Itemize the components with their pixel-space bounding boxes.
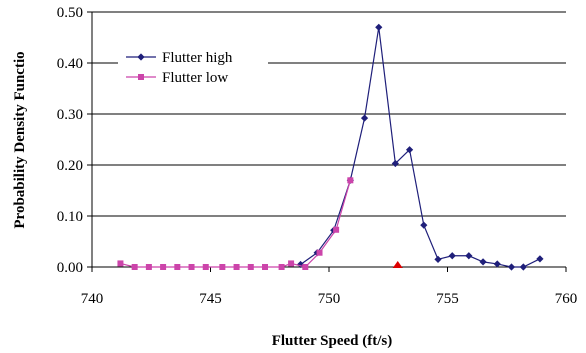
- legend-label: Flutter high: [162, 50, 233, 66]
- y-tick-label: 0.00: [57, 260, 83, 276]
- x-tick-label: 740: [81, 291, 104, 307]
- legend-background: [118, 42, 268, 90]
- data-point-square: [288, 260, 295, 267]
- data-point-square: [145, 264, 152, 270]
- x-tick-label: 760: [555, 291, 578, 307]
- y-tick-label: 0.40: [57, 56, 83, 72]
- y-tick-label: 0.10: [57, 209, 83, 225]
- y-tick-label: 0.50: [57, 5, 83, 21]
- data-point-square: [333, 226, 340, 233]
- data-point-square: [262, 264, 269, 270]
- data-point-square: [347, 177, 354, 184]
- data-point-diamond: [493, 260, 501, 268]
- legend-label: Flutter low: [162, 70, 228, 86]
- data-point-diamond: [420, 221, 428, 229]
- y-tick-label: 0.20: [57, 158, 83, 174]
- legend-entry-flutter-high: Flutter high: [126, 50, 233, 66]
- y-tick-labels: 0.00 0.10 0.20 0.30 0.40 0.50: [57, 5, 83, 276]
- data-point-square: [160, 264, 167, 270]
- data-point-square: [278, 264, 285, 270]
- annotations: [392, 261, 403, 268]
- data-point-diamond: [391, 159, 399, 168]
- data-point-diamond: [434, 255, 442, 263]
- legend: Flutter high Flutter low: [118, 42, 268, 90]
- data-point-square: [247, 264, 254, 270]
- data-point-square: [233, 264, 240, 270]
- x-tick-label: 745: [199, 291, 222, 307]
- x-tick-label: 755: [436, 291, 459, 307]
- legend-entry-flutter-low: Flutter low: [126, 70, 228, 86]
- data-point-square: [202, 264, 209, 270]
- red-triangle-marker: [392, 261, 403, 268]
- x-tick-label: 750: [318, 291, 341, 307]
- data-point-diamond: [519, 263, 527, 271]
- data-point-square: [131, 264, 138, 270]
- legend-marker-diamond-icon: [137, 53, 145, 61]
- data-point-square: [174, 264, 181, 270]
- data-point-diamond: [507, 263, 516, 271]
- x-axis-label: Flutter Speed (ft/s): [272, 333, 393, 349]
- data-point-diamond: [448, 252, 456, 260]
- legend-marker-square-icon: [138, 74, 144, 80]
- y-axis-label: Probability Density Functio: [12, 51, 28, 228]
- data-point-square: [188, 264, 195, 270]
- data-point-diamond: [360, 114, 369, 122]
- y-tick-label: 0.30: [57, 107, 83, 123]
- data-point-square: [316, 249, 323, 256]
- data-point-diamond: [479, 258, 487, 266]
- data-point-diamond: [375, 23, 383, 31]
- data-point-diamond: [465, 252, 473, 260]
- data-point-diamond: [536, 255, 544, 263]
- data-point-square: [117, 260, 124, 267]
- data-point-square: [302, 264, 309, 270]
- x-tick-labels: 740 745 750 755 760: [81, 291, 578, 307]
- series-group: [117, 23, 544, 271]
- data-point-diamond: [405, 146, 414, 154]
- data-point-square: [219, 264, 226, 270]
